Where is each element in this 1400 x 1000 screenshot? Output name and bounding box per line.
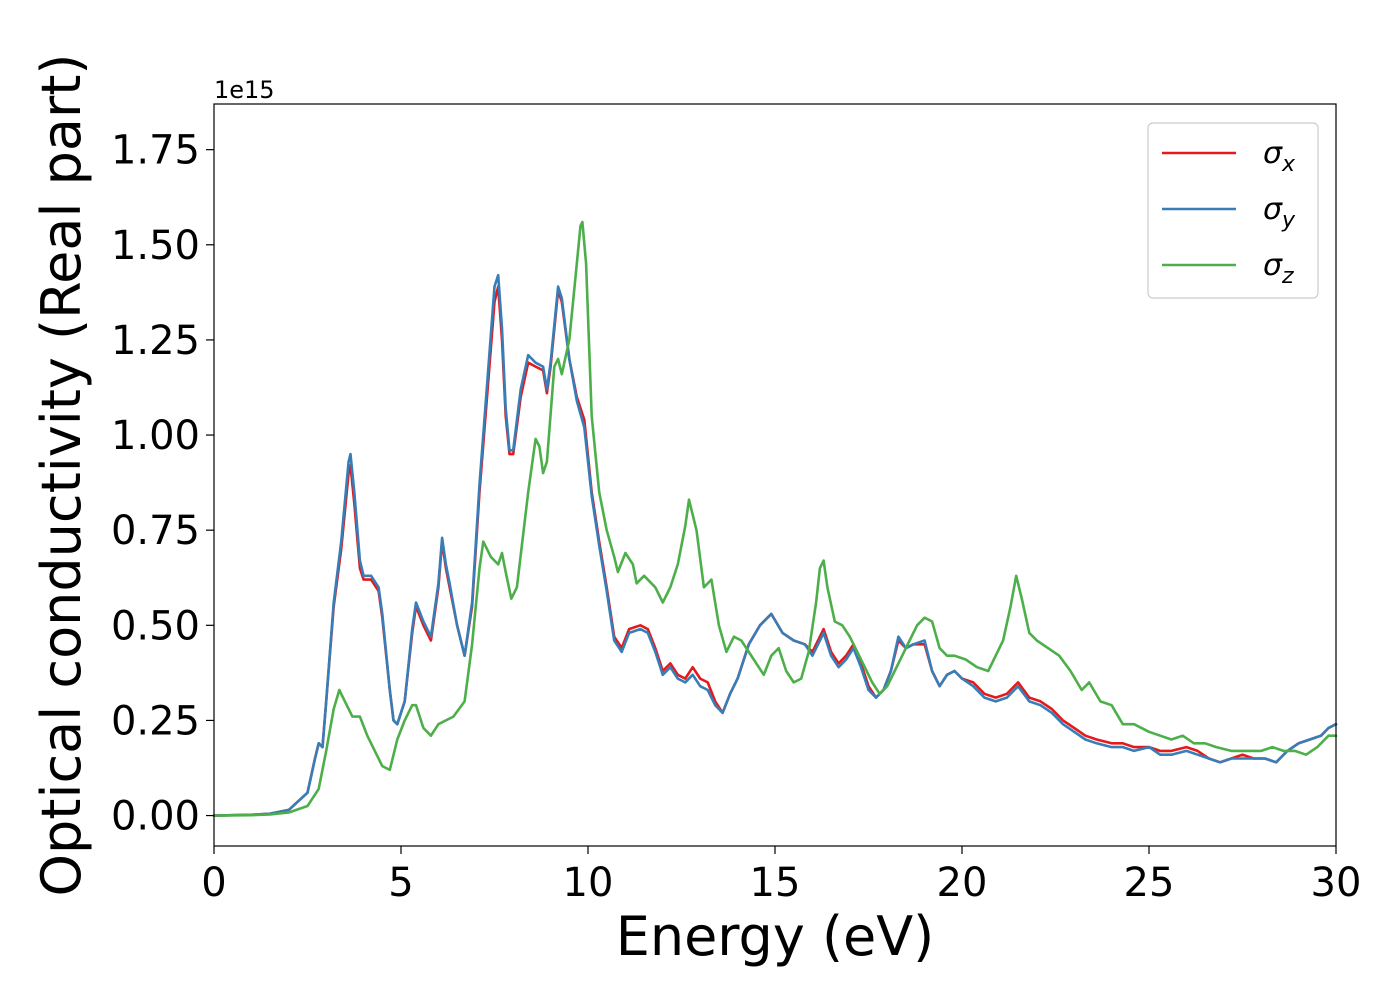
legend-label-x: σx — [1263, 136, 1296, 177]
x-axis-title: Energy (eV) — [616, 905, 935, 968]
legend-label-z: σz — [1263, 248, 1294, 289]
x-tick-label: 0 — [201, 860, 226, 906]
y-tick-label: 0.50 — [111, 603, 200, 649]
x-axis: 0 5 10 15 20 25 30 — [201, 846, 1361, 906]
x-tick-label: 5 — [388, 860, 413, 906]
series-layer — [212, 220, 1338, 817]
y-tick-label: 1.00 — [111, 413, 200, 459]
y-tick-label: 1.50 — [111, 223, 200, 269]
y-axis-title: Optical conductivity (Real part) — [30, 54, 93, 897]
y-tick-label: 0.00 — [111, 794, 200, 840]
x-tick-label: 30 — [1311, 860, 1362, 906]
series-line-y — [212, 273, 1338, 817]
y-tick-label: 0.75 — [111, 508, 200, 554]
legend-label-y: σy — [1263, 192, 1296, 233]
x-tick-label: 20 — [937, 860, 988, 906]
y-tick-label: 1.75 — [111, 128, 200, 174]
legend: σx σy σz — [1147, 122, 1319, 299]
y-tick-label: 1.25 — [111, 318, 200, 364]
legend-box — [1147, 122, 1319, 299]
x-tick-label: 15 — [750, 860, 801, 906]
y-offset-label: 1e15 — [214, 76, 275, 104]
series-line-z — [212, 220, 1338, 817]
y-tick-label: 0.25 — [111, 698, 200, 744]
x-tick-label: 10 — [563, 860, 614, 906]
y-axis: 0.00 0.25 0.50 0.75 1.00 1.25 1.50 1.75 — [111, 128, 214, 840]
x-tick-label: 25 — [1124, 860, 1175, 906]
